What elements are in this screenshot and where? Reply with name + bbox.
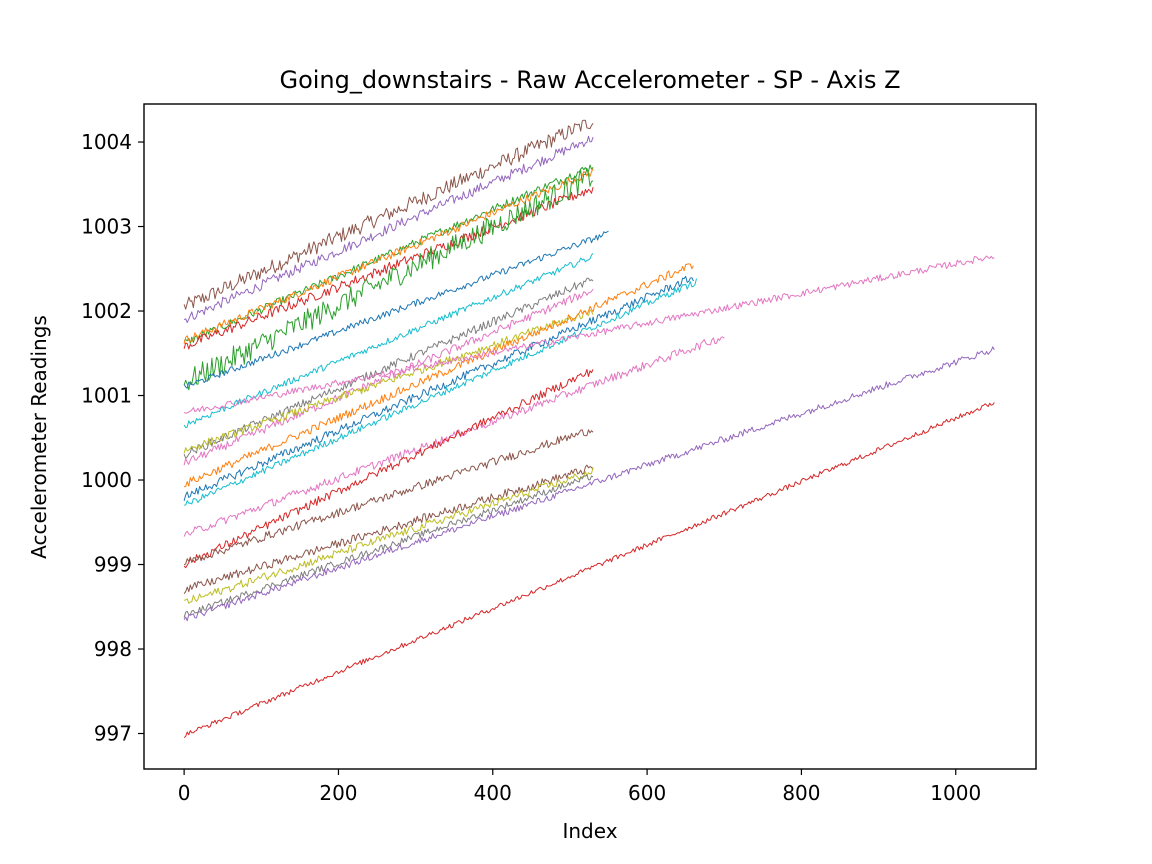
y-tick-label: 997: [94, 722, 132, 746]
series-line-17: [183, 369, 594, 569]
series-line-7: [183, 230, 609, 389]
series-line-21: [183, 474, 594, 618]
y-tick-label: 1000: [81, 468, 132, 492]
series-line-23: [183, 402, 995, 738]
plot-lines: [183, 119, 995, 738]
series-line-1: [183, 119, 594, 310]
y-tick-label: 998: [94, 637, 132, 661]
plot-frame: [143, 103, 1037, 770]
x-tick-label: 400: [474, 781, 512, 805]
x-tick-label: 0: [178, 781, 191, 805]
series-line-3: [183, 164, 594, 344]
x-axis-label: Index: [562, 819, 617, 843]
series-line-19: [183, 464, 594, 595]
x-tick-label: 800: [782, 781, 820, 805]
x-tick-label: 1000: [930, 781, 981, 805]
series-line-14: [183, 278, 697, 506]
chart-title: Going_downstairs - Raw Accelerometer - S…: [279, 66, 900, 94]
y-tick-label: 1004: [81, 130, 132, 154]
y-tick-label: 1001: [81, 384, 132, 408]
x-tick-label: 600: [628, 781, 666, 805]
y-tick-label: 1002: [81, 299, 132, 323]
series-line-18: [183, 429, 594, 566]
y-axis: 997 998 999 1000 1001 1002 1003 1004: [81, 130, 144, 746]
series-line-4: [183, 168, 594, 345]
series-line-22: [183, 346, 995, 622]
y-tick-label: 999: [94, 553, 132, 577]
x-tick-label: 200: [319, 781, 357, 805]
series-line-13: [183, 275, 694, 502]
y-tick-label: 1003: [81, 215, 132, 239]
series-line-9: [183, 277, 594, 459]
series-line-10: [183, 288, 594, 466]
series-line-12: [184, 263, 694, 488]
series-line-6: [183, 167, 594, 391]
x-axis: 0 200 400 600 800 1000: [178, 769, 981, 805]
series-line-2: [183, 135, 594, 323]
series-line-15: [183, 336, 725, 537]
series-line-20: [183, 467, 594, 604]
series-line-16: [183, 255, 995, 414]
series-line-11: [183, 309, 594, 454]
y-axis-label: Accelerometer Readings: [27, 315, 51, 559]
